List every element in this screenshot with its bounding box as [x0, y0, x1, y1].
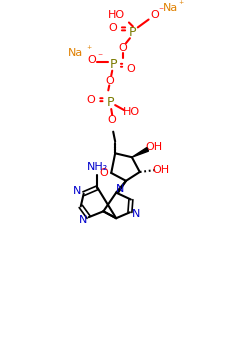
Text: ⁺: ⁺ — [86, 45, 91, 55]
Text: P: P — [110, 58, 117, 71]
Text: Na: Na — [162, 3, 178, 13]
Text: P: P — [106, 96, 114, 108]
Text: O: O — [108, 115, 116, 125]
Text: HO: HO — [108, 9, 125, 20]
Text: OH: OH — [145, 142, 162, 152]
Text: HO: HO — [123, 107, 140, 117]
Text: O: O — [87, 55, 96, 65]
Text: N: N — [72, 186, 81, 196]
Text: O: O — [99, 168, 108, 178]
Text: O: O — [150, 9, 159, 20]
Text: Na: Na — [68, 48, 84, 58]
Text: O: O — [109, 23, 118, 33]
Text: P: P — [129, 26, 136, 39]
Polygon shape — [132, 148, 148, 157]
Text: N: N — [78, 215, 87, 225]
Text: ⁻: ⁻ — [159, 7, 164, 17]
Text: ⁺: ⁺ — [178, 0, 184, 10]
Text: O: O — [105, 76, 114, 85]
Text: O: O — [119, 43, 128, 53]
Text: ⁻: ⁻ — [97, 52, 102, 62]
Text: N: N — [132, 209, 140, 219]
Text: O: O — [126, 64, 135, 74]
Text: NH₂: NH₂ — [87, 162, 108, 172]
Text: O: O — [86, 95, 95, 105]
Text: N: N — [116, 184, 124, 194]
Text: OH: OH — [153, 165, 170, 175]
